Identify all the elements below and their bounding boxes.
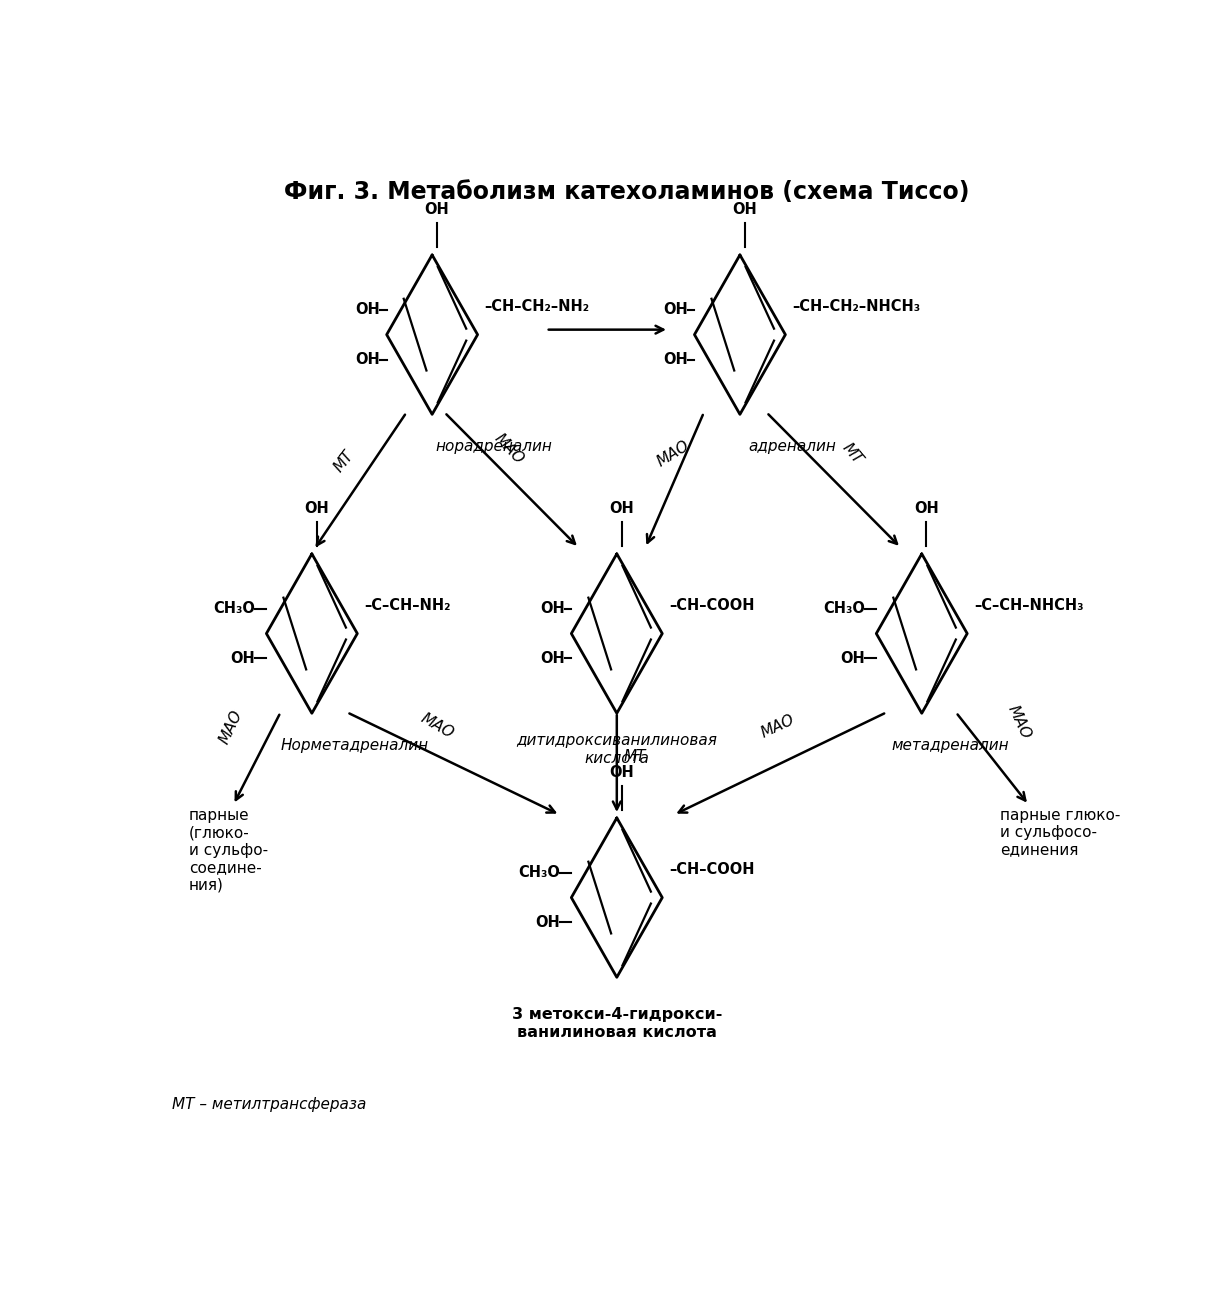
Text: Фиг. 3. Метаболизм катехоламинов (схема Тиссо): Фиг. 3. Метаболизм катехоламинов (схема … (284, 180, 969, 204)
Text: МТ: МТ (840, 440, 865, 467)
Text: дитидроксиванилиновая
кислота: дитидроксиванилиновая кислота (517, 734, 717, 766)
Text: OH: OH (664, 303, 688, 317)
Text: OH: OH (841, 651, 865, 666)
Text: OH: OH (304, 501, 329, 516)
Text: –C–CH–NHCH₃: –C–CH–NHCH₃ (974, 598, 1084, 613)
Text: МАО: МАО (759, 713, 798, 741)
Text: парные
(глюко-
и сульфо-
соедине-
ния): парные (глюко- и сульфо- соедине- ния) (188, 807, 268, 893)
Text: МТ: МТ (623, 749, 646, 763)
Text: OH: OH (424, 202, 450, 217)
Text: OH: OH (356, 303, 380, 317)
Text: адреналин: адреналин (748, 439, 836, 454)
Text: CH₃O: CH₃O (518, 866, 560, 880)
Text: OH: OH (732, 202, 758, 217)
Text: OH: OH (230, 651, 255, 666)
Text: OH: OH (609, 501, 634, 516)
Text: –CH–CH₂–NHCH₃: –CH–CH₂–NHCH₃ (792, 299, 920, 314)
Text: МАО: МАО (218, 708, 246, 747)
Text: норадреналин: норадреналин (435, 439, 552, 454)
Text: –CH–COOH: –CH–COOH (668, 598, 754, 613)
Text: 3 метокси-4-гидрокси-
ванилиновая кислота: 3 метокси-4-гидрокси- ванилиновая кислот… (512, 1007, 722, 1039)
Text: МТ – метилтрансфераза: МТ – метилтрансфераза (171, 1097, 367, 1112)
Text: МАО: МАО (491, 431, 527, 467)
Text: парные глюко-
и сульфосо-
единения: парные глюко- и сульфосо- единения (1001, 807, 1121, 858)
Text: OH: OH (540, 602, 565, 616)
Text: –CH–COOH: –CH–COOH (668, 862, 754, 877)
Text: МТ: МТ (331, 448, 357, 475)
Text: OH: OH (356, 352, 380, 367)
Text: OH: OH (540, 651, 565, 666)
Text: OH: OH (609, 765, 634, 780)
Text: OH: OH (914, 501, 938, 516)
Text: –CH–CH₂–NH₂: –CH–CH₂–NH₂ (484, 299, 589, 314)
Text: –C–CH–NH₂: –C–CH–NH₂ (364, 598, 451, 613)
Text: метадреналин: метадреналин (891, 738, 1009, 753)
Text: OH: OH (664, 352, 688, 367)
Text: МАО: МАО (418, 710, 456, 741)
Text: МАО: МАО (1004, 703, 1034, 741)
Text: Норметадреналин: Норметадреналин (280, 738, 429, 753)
Text: CH₃O: CH₃O (824, 602, 865, 616)
Text: OH: OH (535, 915, 560, 930)
Text: МАО: МАО (655, 437, 693, 470)
Text: CH₃O: CH₃O (213, 602, 255, 616)
